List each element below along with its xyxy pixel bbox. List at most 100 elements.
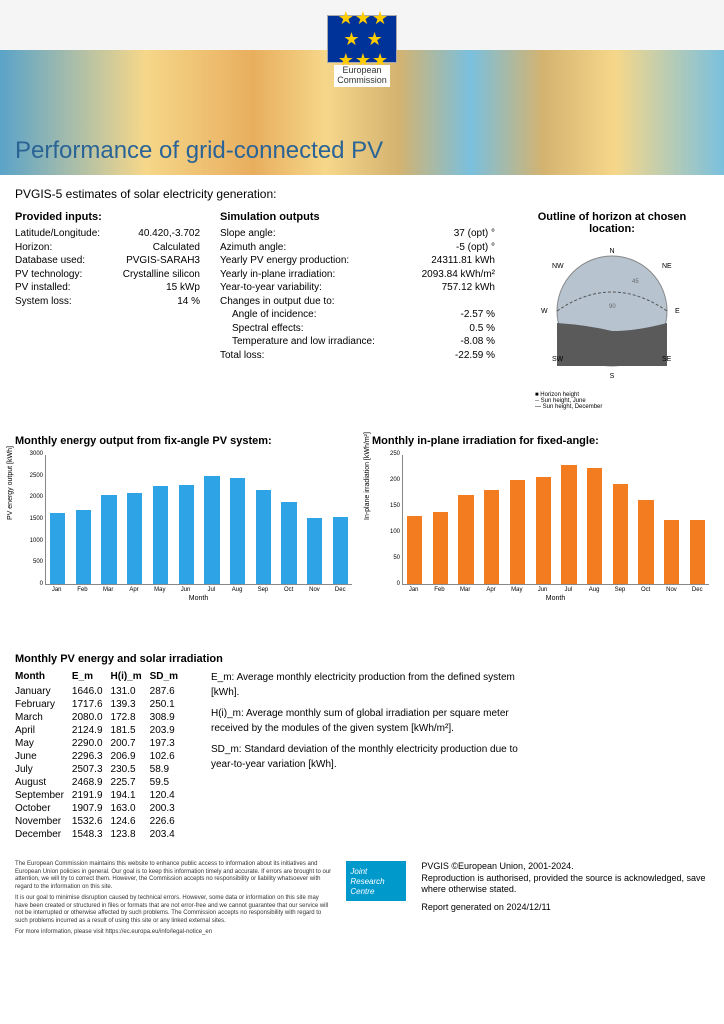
horizon-chart: N NE E SE S SW W NW 45 90 [527,243,697,383]
kv-row: Angle of incidence:-2.57 % [220,308,495,322]
bar [561,465,576,584]
kv-row: PV technology:Crystalline silicon [15,268,200,282]
svg-text:E: E [675,308,680,315]
y-tick: 250 [372,451,400,457]
kv-row: Yearly PV energy production:24311.81 kWh [220,254,495,268]
bar [281,502,296,584]
provided-inputs: Provided inputs: Latitude/Longitude:40.4… [15,211,200,410]
outputs-heading: Simulation outputs [220,211,495,223]
x-label: Feb [432,585,447,593]
table-row: August2468.9225.759.5 [15,776,186,789]
svg-text:SE: SE [662,356,672,363]
horizon-legend: ■ Horizon height -- Sun height, June — S… [535,392,709,410]
bar [50,513,65,584]
kv-row: Database used:PVGIS-SARAH3 [15,254,200,268]
kv-row: Year-to-year variability:757.12 kWh [220,281,495,295]
x-label: Jan [49,585,64,593]
kv-row: Yearly in-plane irradiation:2093.84 kWh/… [220,268,495,282]
kv-row: Changes in output due to: [220,295,495,309]
table-row: December1548.3123.8203.4 [15,828,186,841]
table-row: February1717.6139.3250.1 [15,698,186,711]
bar [407,516,422,584]
y-tick: 1000 [15,538,43,544]
footer-info: PVGIS ©European Union, 2001-2024. Reprod… [421,861,709,941]
x-label: Feb [75,585,90,593]
x-label: Nov [664,585,679,593]
x-label: Nov [307,585,322,593]
table-row: January1646.0131.0287.6 [15,685,186,698]
jrc-logo: JointResearchCentre [346,861,406,901]
bar [333,517,348,584]
simulation-outputs: Simulation outputs Slope angle:37 (opt) … [220,211,495,410]
x-label: Aug [586,585,601,593]
kv-row: Azimuth angle:-5 (opt) ° [220,241,495,255]
bar [101,495,116,584]
data-table: MonthE_mH(i)_mSD_mJanuary1646.0131.0287.… [15,670,186,841]
ec-logo: ★ ★ ★★ ★★ ★ ★ EuropeanCommission [327,0,397,88]
x-label: Oct [281,585,296,593]
eu-flag-icon: ★ ★ ★★ ★★ ★ ★ [327,15,397,63]
kv-row: Latitude/Longitude:40.420,-3.702 [15,227,200,241]
bar [536,477,551,584]
y-tick: 100 [372,529,400,535]
kv-row: PV installed:15 kWp [15,281,200,295]
kv-row: Total loss:-22.59 % [220,349,495,363]
x-label: Oct [638,585,653,593]
x-label: Mar [101,585,116,593]
x-label: Sep [255,585,270,593]
bar [587,468,602,584]
ec-label: EuropeanCommission [334,65,390,87]
y-tick: 1500 [15,516,43,522]
y-tick: 2000 [15,494,43,500]
svg-text:NE: NE [662,263,672,270]
bar [76,510,91,584]
kv-row: Temperature and low irradiance:-8.08 % [220,335,495,349]
horizon-heading: Outline of horizon at chosen location: [515,211,709,235]
x-label: Dec [690,585,705,593]
bar [664,520,679,584]
y-tick: 2500 [15,473,43,479]
table-row: June2296.3206.9102.6 [15,750,186,763]
table-row: April2124.9181.5203.9 [15,724,186,737]
x-label: Mar [458,585,473,593]
table-row: October1907.9163.0200.3 [15,802,186,815]
y-tick: 200 [372,477,400,483]
x-label: Jul [204,585,219,593]
table-row: March2080.0172.8308.9 [15,711,186,724]
bar [613,484,628,584]
disclaimer: The European Commission maintains this w… [15,861,331,941]
table-row: May2290.0200.7197.3 [15,737,186,750]
y-tick: 50 [372,555,400,561]
svg-text:45: 45 [632,279,639,285]
x-label: May [152,585,167,593]
horizon-outline: Outline of horizon at chosen location: N… [515,211,709,410]
table-row: July2507.3230.558.9 [15,763,186,776]
kv-row: Spectral effects:0.5 % [220,322,495,336]
bar [638,500,653,584]
x-label: Apr [483,585,498,593]
inputs-heading: Provided inputs: [15,211,200,223]
x-label: Aug [229,585,244,593]
y-tick: 3000 [15,451,43,457]
table-row: September2191.9194.1120.4 [15,789,186,802]
footer: The European Commission maintains this w… [15,861,709,941]
bar [256,490,271,584]
energy-output-chart: Monthly energy output from fix-angle PV … [15,435,352,625]
bar [153,486,168,584]
x-label: Sep [612,585,627,593]
svg-text:SW: SW [552,356,564,363]
bar [204,476,219,584]
bar [690,520,705,584]
x-label: Jun [535,585,550,593]
bar [510,480,525,584]
header-banner: ★ ★ ★★ ★★ ★ ★ EuropeanCommission Perform… [0,0,724,175]
kv-row: System loss:14 % [15,295,200,309]
table-legend: E_m: Average monthly electricity product… [211,670,541,841]
x-label: Jun [178,585,193,593]
irradiation-chart: Monthly in-plane irradiation for fixed-a… [372,435,709,625]
x-label: Jul [561,585,576,593]
page-title: Performance of grid-connected PV [15,137,383,165]
y-tick: 150 [372,503,400,509]
x-label: Apr [126,585,141,593]
bar [484,490,499,584]
